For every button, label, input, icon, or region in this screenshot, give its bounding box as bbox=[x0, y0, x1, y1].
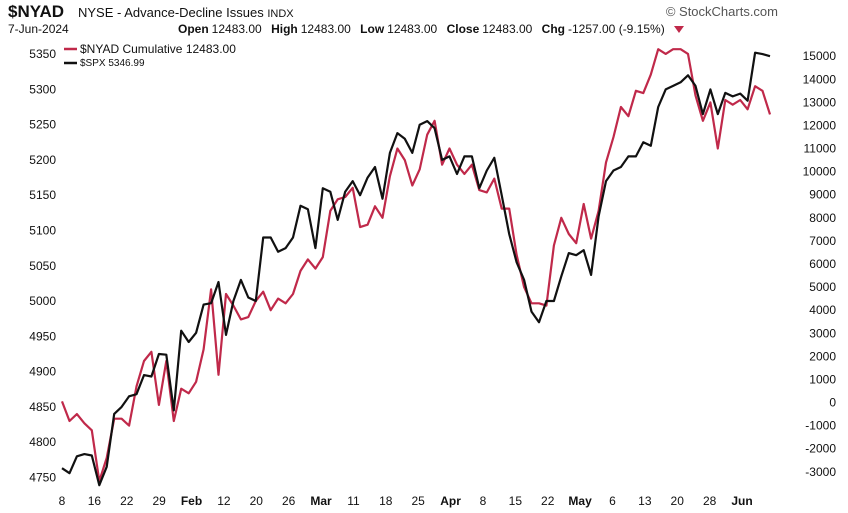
legend-name-nyad: $NYAD Cumulative bbox=[80, 42, 183, 56]
right-tick-label: 15000 bbox=[803, 49, 837, 63]
left-tick-label: 4950 bbox=[29, 329, 56, 343]
x-tick-label: 8 bbox=[480, 494, 487, 508]
left-tick-label: 4850 bbox=[29, 400, 56, 414]
x-tick-label: 11 bbox=[347, 494, 360, 508]
left-tick-label: 4750 bbox=[29, 470, 56, 484]
x-tick-label: Jun bbox=[731, 494, 752, 508]
x-tick-label: 18 bbox=[379, 494, 393, 508]
chg-label: Chg bbox=[541, 22, 565, 36]
right-axis: -3000 -2000 -1000 0 1000 2000 3000 4000 5000 6000… bbox=[803, 49, 837, 479]
legend-value-spx: 5346.99 bbox=[108, 58, 145, 69]
right-tick-label: 1000 bbox=[809, 372, 836, 386]
plot-area bbox=[60, 48, 772, 487]
x-tick-label: 20 bbox=[671, 494, 685, 508]
right-tick-label: 2000 bbox=[809, 349, 836, 363]
right-tick-label: 13000 bbox=[803, 95, 837, 109]
right-tick-label: 9000 bbox=[809, 188, 836, 202]
right-tick-label: -3000 bbox=[805, 465, 836, 479]
left-tick-label: 5150 bbox=[29, 188, 56, 202]
left-tick-label: 5000 bbox=[29, 294, 56, 308]
series-line-nyad bbox=[60, 48, 772, 483]
x-tick-label: 20 bbox=[250, 494, 264, 508]
x-tick-label: Feb bbox=[181, 494, 202, 508]
right-tick-label: 5000 bbox=[809, 280, 836, 294]
open-label: Open bbox=[178, 22, 209, 36]
brand-watermark[interactable]: © StockCharts.com bbox=[665, 4, 778, 19]
series-line-spx bbox=[61, 51, 771, 487]
right-tick-label: 3000 bbox=[809, 326, 836, 340]
left-tick-label: 5200 bbox=[29, 153, 56, 167]
title-text: NYSE - Advance-Decline Issues bbox=[78, 5, 264, 20]
ohlc-readout: Open 12483.00 High 12483.00 Low 12483.00 Cl… bbox=[172, 22, 685, 36]
high-label: High bbox=[271, 22, 298, 36]
right-tick-label: 12000 bbox=[803, 118, 837, 132]
right-tick-label: 0 bbox=[829, 396, 836, 410]
x-tick-label: May bbox=[568, 494, 592, 508]
x-tick-label: 12 bbox=[217, 494, 231, 508]
right-tick-label: -2000 bbox=[805, 442, 836, 456]
chart-date: 7-Jun-2024 bbox=[8, 22, 69, 36]
x-tick-label: Mar bbox=[310, 494, 332, 508]
right-tick-label: 11000 bbox=[804, 142, 837, 156]
low-value: 12483.00 bbox=[387, 22, 438, 36]
right-tick-label: 10000 bbox=[803, 165, 837, 179]
open-value: 12483.00 bbox=[211, 22, 262, 36]
right-tick-label: -1000 bbox=[805, 419, 836, 433]
right-tick-label: 4000 bbox=[809, 303, 836, 317]
legend: $NYAD Cumulative 12483.00 $SPX 5346.99 bbox=[64, 42, 236, 69]
left-axis: 4750 4800 4850 4900 4950 5000 5050 5100 5150 5200… bbox=[29, 47, 56, 484]
left-tick-label: 5250 bbox=[29, 118, 56, 132]
x-tick-label: 26 bbox=[282, 494, 296, 508]
x-tick-label: 16 bbox=[88, 494, 102, 508]
x-tick-label: 29 bbox=[152, 494, 166, 508]
left-tick-label: 4900 bbox=[29, 365, 56, 379]
right-tick-label: 6000 bbox=[809, 257, 836, 271]
legend-label-nyad: $NYAD Cumulative 12483.00 bbox=[80, 42, 236, 56]
legend-value-nyad: 12483.00 bbox=[186, 42, 236, 56]
x-tick-label: 13 bbox=[638, 494, 652, 508]
close-value: 12483.00 bbox=[482, 22, 533, 36]
x-tick-label: 28 bbox=[703, 494, 717, 508]
left-tick-label: 5050 bbox=[29, 259, 56, 273]
x-tick-label: 22 bbox=[120, 494, 134, 508]
right-tick-label: 14000 bbox=[803, 72, 837, 86]
left-tick-label: 5300 bbox=[29, 82, 56, 96]
chg-value: -1257.00 (-9.15%) bbox=[567, 22, 665, 36]
legend-name-spx: $SPX bbox=[80, 58, 106, 69]
exchange-code: INDX bbox=[267, 8, 294, 20]
x-tick-label: 8 bbox=[59, 494, 66, 508]
high-value: 12483.00 bbox=[300, 22, 351, 36]
chart-title: NYSE - Advance-Decline Issues INDX bbox=[78, 5, 294, 20]
left-tick-label: 4800 bbox=[29, 435, 56, 449]
left-tick-label: 5100 bbox=[29, 223, 56, 237]
left-tick-label: 5350 bbox=[29, 47, 56, 61]
symbol-title: $NYAD bbox=[8, 2, 65, 21]
legend-label-spx: $SPX 5346.99 bbox=[80, 58, 145, 69]
x-tick-label: 25 bbox=[412, 494, 426, 508]
right-tick-label: 8000 bbox=[809, 211, 836, 225]
chart-header: $NYAD NYSE - Advance-Decline Issues INDX… bbox=[0, 0, 848, 40]
low-label: Low bbox=[360, 22, 385, 36]
x-tick-label: 6 bbox=[609, 494, 616, 508]
right-tick-label: 7000 bbox=[809, 234, 836, 248]
x-axis: 8 16 22 29 Feb 12 20 26 Mar 11 18 25 Apr 8 15 22 May 6 13 2… bbox=[59, 494, 753, 508]
x-tick-label: 15 bbox=[509, 494, 523, 508]
x-tick-label: Apr bbox=[440, 494, 461, 508]
close-label: Close bbox=[446, 22, 480, 36]
chg-down-arrow-icon bbox=[674, 26, 685, 34]
x-tick-label: 22 bbox=[541, 494, 555, 508]
